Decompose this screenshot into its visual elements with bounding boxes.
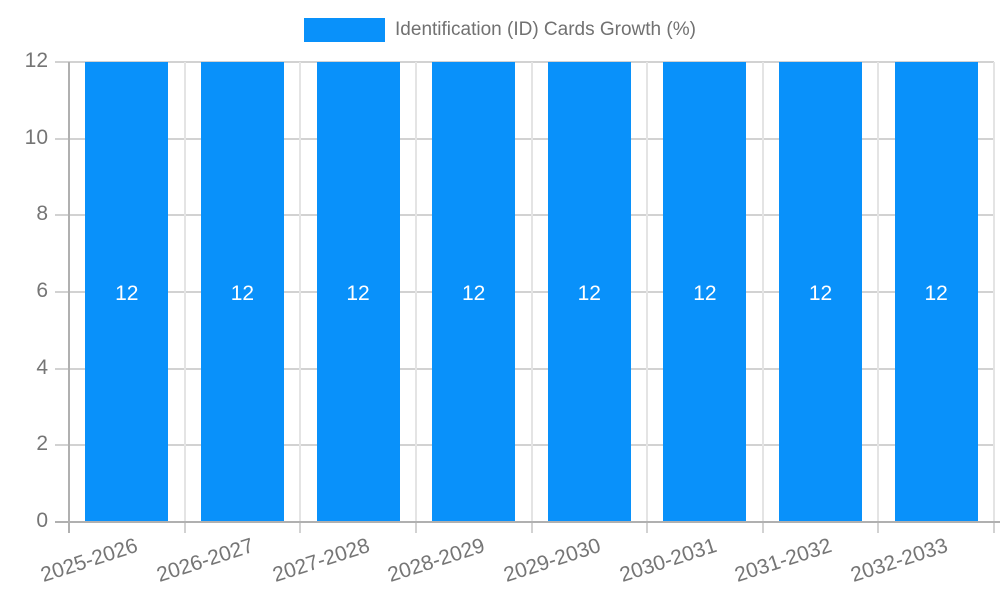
plot-area: 12 12 12 12 12 12 12 12 2025-2026 2026-2027 2027-2… (38, 61, 1000, 587)
x-axis-tick (183, 522, 186, 533)
x-axis-tick (761, 522, 764, 533)
bar-value-label: 12 (346, 282, 370, 305)
legend-item[interactable]: Identification (ID) Cards Growth (%) (304, 18, 696, 42)
bar[interactable]: 12 (85, 62, 169, 522)
y-axis-label: 10 (24, 125, 48, 149)
x-axis-tick (530, 522, 533, 533)
bar[interactable]: 12 (200, 62, 284, 522)
bar-value-label: 12 (115, 282, 139, 305)
bar[interactable]: 12 (663, 62, 747, 522)
x-axis-label: 2032-2033 (847, 534, 951, 587)
y-axis-line (68, 62, 70, 533)
x-axis-label: 2028-2029 (385, 534, 488, 587)
x-axis-label: 2025-2026 (38, 534, 141, 587)
y-gridline (55, 214, 994, 217)
bar[interactable]: 12 (316, 62, 400, 522)
x-axis-label: 2027-2028 (269, 534, 373, 587)
x-axis-tick (993, 522, 995, 533)
x-gridline (299, 62, 302, 522)
x-gridline (530, 62, 533, 522)
x-gridline (877, 62, 880, 522)
legend: Identification (ID) Cards Growth (%) (0, 18, 1000, 42)
y-axis-label: 2 (36, 432, 48, 456)
x-axis-label: 2030-2031 (616, 534, 720, 587)
x-gridline (414, 62, 417, 522)
x-axis-tick (414, 522, 417, 533)
bar[interactable]: 12 (894, 62, 978, 522)
x-gridline (646, 62, 649, 522)
y-gridline (55, 291, 994, 293)
y-axis-label: 0 (36, 509, 48, 532)
bar[interactable]: 12 (547, 62, 631, 522)
y-gridline (55, 367, 994, 370)
legend-label: Identification (ID) Cards Growth (%) (395, 19, 696, 40)
x-gridline (183, 62, 186, 522)
legend-swatch (304, 18, 386, 42)
bar-value-label: 12 (230, 282, 255, 305)
y-axis-label: 12 (24, 49, 48, 72)
y-axis-label: 8 (36, 202, 48, 226)
y-gridline (55, 137, 994, 140)
x-gridline (761, 62, 764, 522)
x-gridline (993, 62, 995, 522)
bar-value-label: 12 (924, 282, 948, 305)
y-axis-label: 6 (36, 279, 48, 302)
bar-value-label: 12 (577, 282, 601, 305)
y-gridline (55, 61, 994, 63)
x-axis-label: 2029-2030 (500, 534, 604, 587)
x-axis-line (55, 521, 1000, 523)
x-axis-tick (877, 522, 880, 533)
x-axis-tick (299, 522, 302, 533)
bar-value-label: 12 (462, 282, 486, 305)
bar-value-label: 12 (693, 282, 717, 305)
x-axis-label: 2026-2027 (153, 534, 257, 587)
y-axis-label: 4 (36, 355, 48, 379)
x-axis-tick (646, 522, 649, 533)
y-gridline (55, 444, 994, 447)
x-axis-label: 2031-2032 (732, 534, 835, 587)
bar[interactable]: 12 (779, 62, 863, 522)
bar[interactable]: 12 (432, 62, 516, 522)
bar-value-label: 12 (808, 282, 833, 305)
